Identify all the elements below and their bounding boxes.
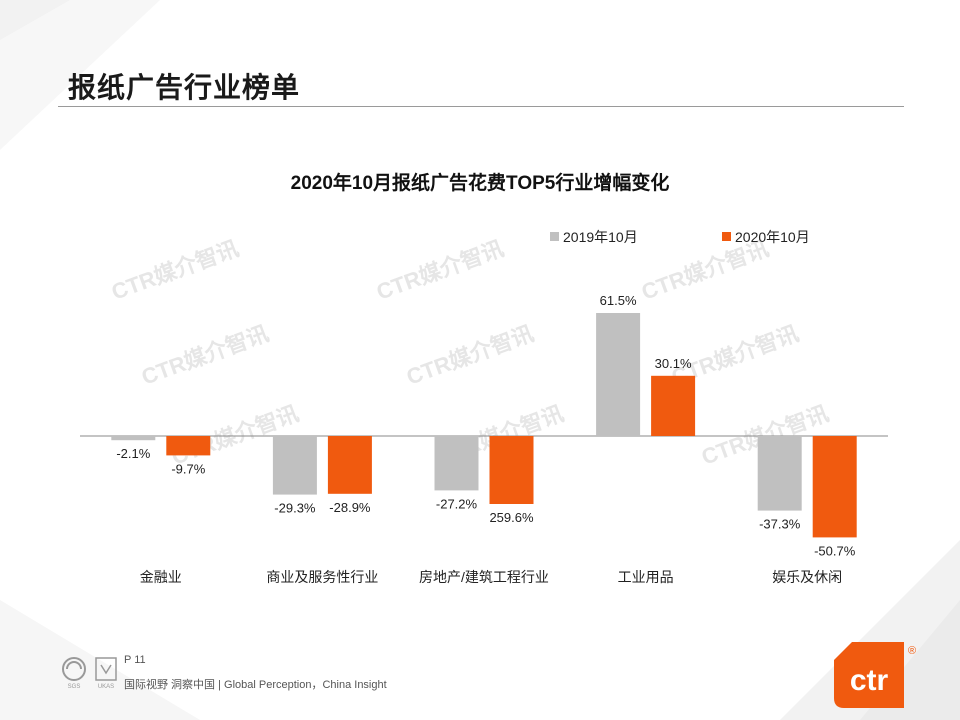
cert-label-sgs: SGS: [68, 684, 81, 690]
bar-2020-1: [327, 436, 372, 494]
data-label-2019-4: -37.3%: [759, 517, 801, 532]
legend-swatch-1: [722, 232, 731, 241]
bar-2019-2: [434, 436, 479, 491]
data-label-2020-2: 259.6%: [489, 510, 534, 525]
category-label-3: 工业用品: [618, 569, 674, 585]
category-label-4: 娱乐及休闲: [772, 569, 842, 585]
cert-label-ukas: UKAS: [98, 684, 114, 690]
category-label-1: 商业及服务性行业: [266, 569, 378, 585]
footer-tagline: 国际视野 洞察中国 | Global Perception，China Insi…: [124, 679, 387, 691]
title-divider: [58, 106, 904, 107]
chart-title: 2020年10月报纸广告花费TOP5行业增幅变化: [290, 173, 670, 194]
page-number: P 11: [124, 654, 146, 666]
data-label-2019-3: 61.5%: [600, 293, 637, 308]
data-label-2020-1: -28.9%: [329, 500, 371, 515]
ctr-logo-text: ctr: [850, 664, 889, 697]
legend-label-0: 2019年10月: [563, 229, 638, 245]
certification-logos: SGS UKAS: [62, 657, 117, 690]
data-label-2019-2: -27.2%: [436, 496, 478, 511]
data-label-2020-4: -50.7%: [814, 543, 856, 558]
bar-2019-4: [757, 436, 802, 511]
data-label-2019-1: -29.3%: [274, 501, 316, 516]
legend-swatch-0: [550, 232, 559, 241]
legend-label-1: 2020年10月: [735, 229, 810, 245]
data-label-2020-3: 30.1%: [655, 356, 692, 371]
bar-2019-0: [111, 436, 156, 441]
category-label-2: 房地产/建筑工程行业: [419, 569, 549, 585]
page-title: 报纸广告行业榜单: [68, 72, 301, 103]
registered-mark: ®: [908, 645, 916, 657]
bar-2020-4: [812, 436, 857, 538]
ctr-logo: ctr ®: [834, 642, 916, 708]
bar-2020-2: [489, 436, 534, 504]
bar-2019-3: [596, 313, 641, 436]
category-label-0: 金融业: [140, 569, 182, 585]
bar-2020-0: [166, 436, 211, 456]
data-label-2020-0: -9.7%: [171, 461, 205, 476]
data-label-2019-0: -2.1%: [116, 446, 150, 461]
bar-2019-1: [272, 436, 317, 495]
bar-2020-3: [651, 375, 696, 436]
